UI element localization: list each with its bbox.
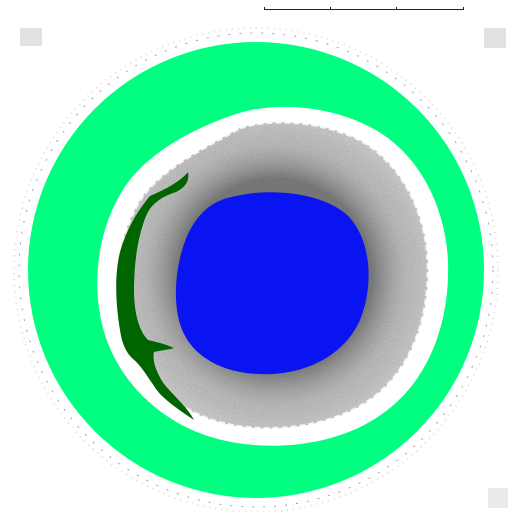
scale-tick xyxy=(264,7,265,10)
scale-tick xyxy=(396,7,397,10)
lesion-segment xyxy=(116,172,194,420)
scan-edge-speckle xyxy=(13,27,508,512)
lumen-segment xyxy=(175,192,369,375)
scale-bar xyxy=(264,7,464,10)
scale-tick xyxy=(330,7,331,10)
scale-tick xyxy=(463,7,464,10)
